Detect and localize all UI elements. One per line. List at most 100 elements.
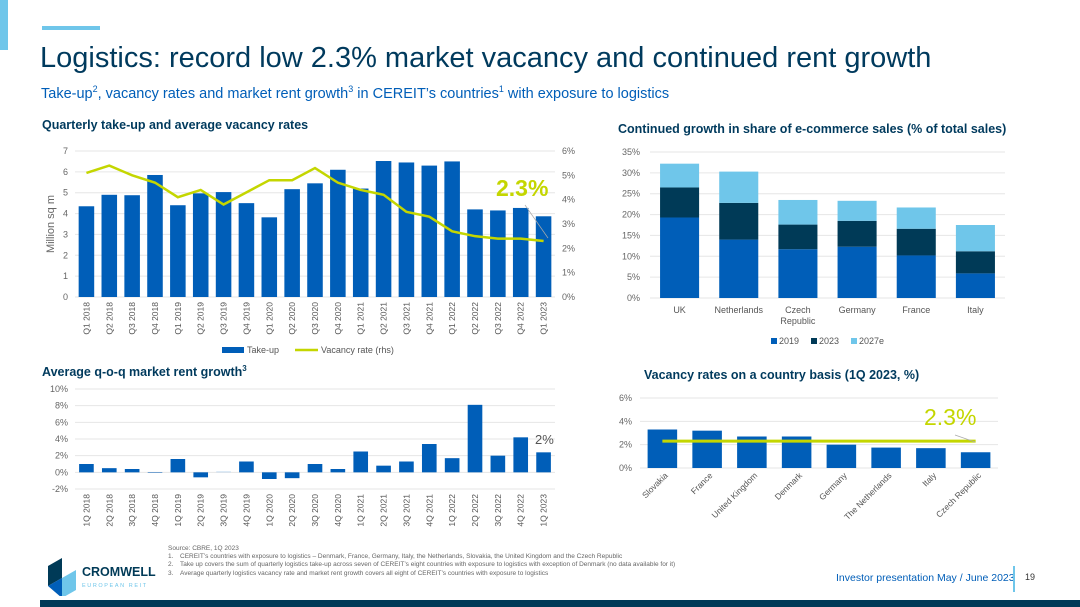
rent-ytick: 10%: [50, 384, 68, 394]
ecom-bar-2019: [719, 239, 759, 298]
takeup-xtick: Q2 2021: [379, 302, 389, 335]
vacancy-country-bar: [647, 429, 678, 468]
rent-bar: [193, 472, 209, 478]
rent-ytick: 0%: [55, 467, 68, 477]
vac-xtick: France: [689, 470, 715, 496]
takeup-ytick: 3: [63, 229, 68, 239]
rent-xtick: 4Q 2018: [150, 494, 160, 527]
ecom-xtick: France: [902, 305, 930, 315]
rent-bar: [353, 451, 369, 473]
takeup-y2tick: 2%: [562, 243, 575, 253]
takeup-xtick: Q4 2020: [333, 302, 343, 335]
chart-title-takeup: Quarterly take-up and average vacancy ra…: [42, 118, 309, 132]
takeup-bar: [192, 193, 209, 297]
rent-bar: [79, 464, 94, 473]
takeup-xtick: Q1 2023: [539, 302, 549, 335]
vac-xtick: Czech Republic: [934, 470, 984, 520]
rent-xtick: 2Q 2020: [287, 494, 297, 527]
legend-label-2023: 2023: [819, 336, 839, 346]
rent-ytick: 2%: [55, 451, 68, 461]
takeup-xtick: Q3 2018: [127, 302, 137, 335]
takeup-bar: [261, 217, 278, 297]
ecom-ytick: 35%: [622, 147, 640, 157]
rent-xtick: 2Q 2018: [104, 494, 114, 527]
legend-label-2027e: 2027e: [859, 336, 884, 346]
takeup-bar: [421, 165, 438, 297]
takeup-xtick: Q1 2021: [356, 302, 366, 335]
vacancy-country-bar: [960, 452, 991, 468]
rent-bar: [101, 468, 117, 473]
rent-bar: [216, 471, 231, 473]
takeup-y2tick: 1%: [562, 268, 575, 278]
vac-xtick: The Netherlands: [842, 470, 894, 522]
ecom-bar-2027e: [778, 199, 818, 225]
takeup-xtick: Q1 2022: [447, 302, 457, 335]
rent-xtick: 3Q 2020: [310, 494, 320, 527]
takeup-bar: [238, 203, 255, 297]
takeup-bar: [352, 188, 369, 297]
ecom-xtick: Italy: [967, 305, 984, 315]
ecom-ytick: 25%: [622, 189, 640, 199]
rent-xtick: 2Q 2021: [379, 494, 389, 527]
takeup-bar: [375, 161, 392, 297]
ecom-bar-2027e: [896, 207, 936, 229]
takeup-y2tick: 4%: [562, 195, 575, 205]
logo-mark-icon: CROMWELL EUROPEAN REIT: [48, 558, 156, 598]
takeup-xtick: Q4 2021: [424, 302, 434, 335]
takeup-bar: [398, 162, 415, 297]
chart-title-ecommerce: Continued growth in share of e-commerce …: [618, 122, 1007, 136]
takeup-annotation: 2.3%: [496, 175, 548, 201]
rent-bar: [170, 459, 186, 473]
rent-xtick: 4Q 2022: [516, 494, 526, 527]
footer-divider: [1013, 566, 1015, 592]
takeup-xtick: Q4 2022: [516, 302, 526, 335]
vac-ytick: 4%: [619, 416, 632, 426]
takeup-y2tick: 3%: [562, 219, 575, 229]
svg-text:CROMWELL: CROMWELL: [82, 565, 156, 579]
takeup-xtick: Q2 2019: [196, 302, 206, 335]
footnote-3: 3. Average quarterly logistics vacancy ra…: [168, 569, 549, 577]
legend-swatch-takeup: [222, 347, 244, 353]
accent-bar-top: [42, 26, 100, 30]
rent-ytick: 6%: [55, 417, 68, 427]
rent-xtick: 2Q 2019: [196, 494, 206, 527]
page-number: 19: [1025, 572, 1036, 582]
source-note: Source: CBRE, 1Q 2023: [168, 545, 239, 552]
vac-ytick: 2%: [619, 440, 632, 450]
legend-label-takeup: Take-up: [247, 345, 279, 355]
legend-label-2019: 2019: [779, 336, 799, 346]
ecom-bar-2023: [837, 220, 877, 247]
rent-xtick: 1Q 2021: [356, 494, 366, 527]
takeup-bar: [101, 194, 118, 297]
rent-xtick: 4Q 2020: [333, 494, 343, 527]
takeup-bar: [307, 183, 323, 297]
rent-bar: [399, 461, 414, 473]
takeup-bar: [535, 216, 552, 297]
takeup-xtick: Q3 2021: [401, 302, 411, 335]
ecom-bar-2023: [896, 228, 936, 256]
vac-xtick: United Kingdom: [709, 470, 759, 520]
takeup-bar: [467, 209, 483, 297]
rent-bar: [124, 469, 140, 473]
takeup-bar: [512, 207, 529, 297]
rent-bar: [307, 464, 323, 473]
rent-xtick: 4Q 2021: [424, 494, 434, 527]
rent-bar: [261, 472, 277, 479]
takeup-ytick: 2: [63, 250, 68, 260]
rent-bar: [284, 472, 300, 479]
page-subtitle: Take-up2, vacancy rates and market rent …: [41, 84, 670, 102]
vac-xtick: Slovakia: [640, 470, 670, 500]
rent-ytick: 8%: [55, 401, 68, 411]
footnote-2: 2. Take up covers the sum of quarterly lo…: [168, 561, 676, 569]
vacancy-country-bar: [916, 448, 946, 468]
ecom-bar-2023: [955, 251, 995, 274]
takeup-xtick: Q4 2018: [150, 302, 160, 335]
vac-xtick: Germany: [817, 470, 849, 502]
vac-ytick: 0%: [619, 463, 632, 473]
rent-xtick: 4Q 2019: [241, 494, 251, 527]
presentation-label: Investor presentation May / June 2023: [836, 572, 1015, 584]
rent-bar: [444, 458, 460, 473]
footnote-1: 1. CEREIT’s countries with exposure to lo…: [168, 553, 623, 561]
rent-xtick: 1Q 2018: [81, 494, 91, 527]
